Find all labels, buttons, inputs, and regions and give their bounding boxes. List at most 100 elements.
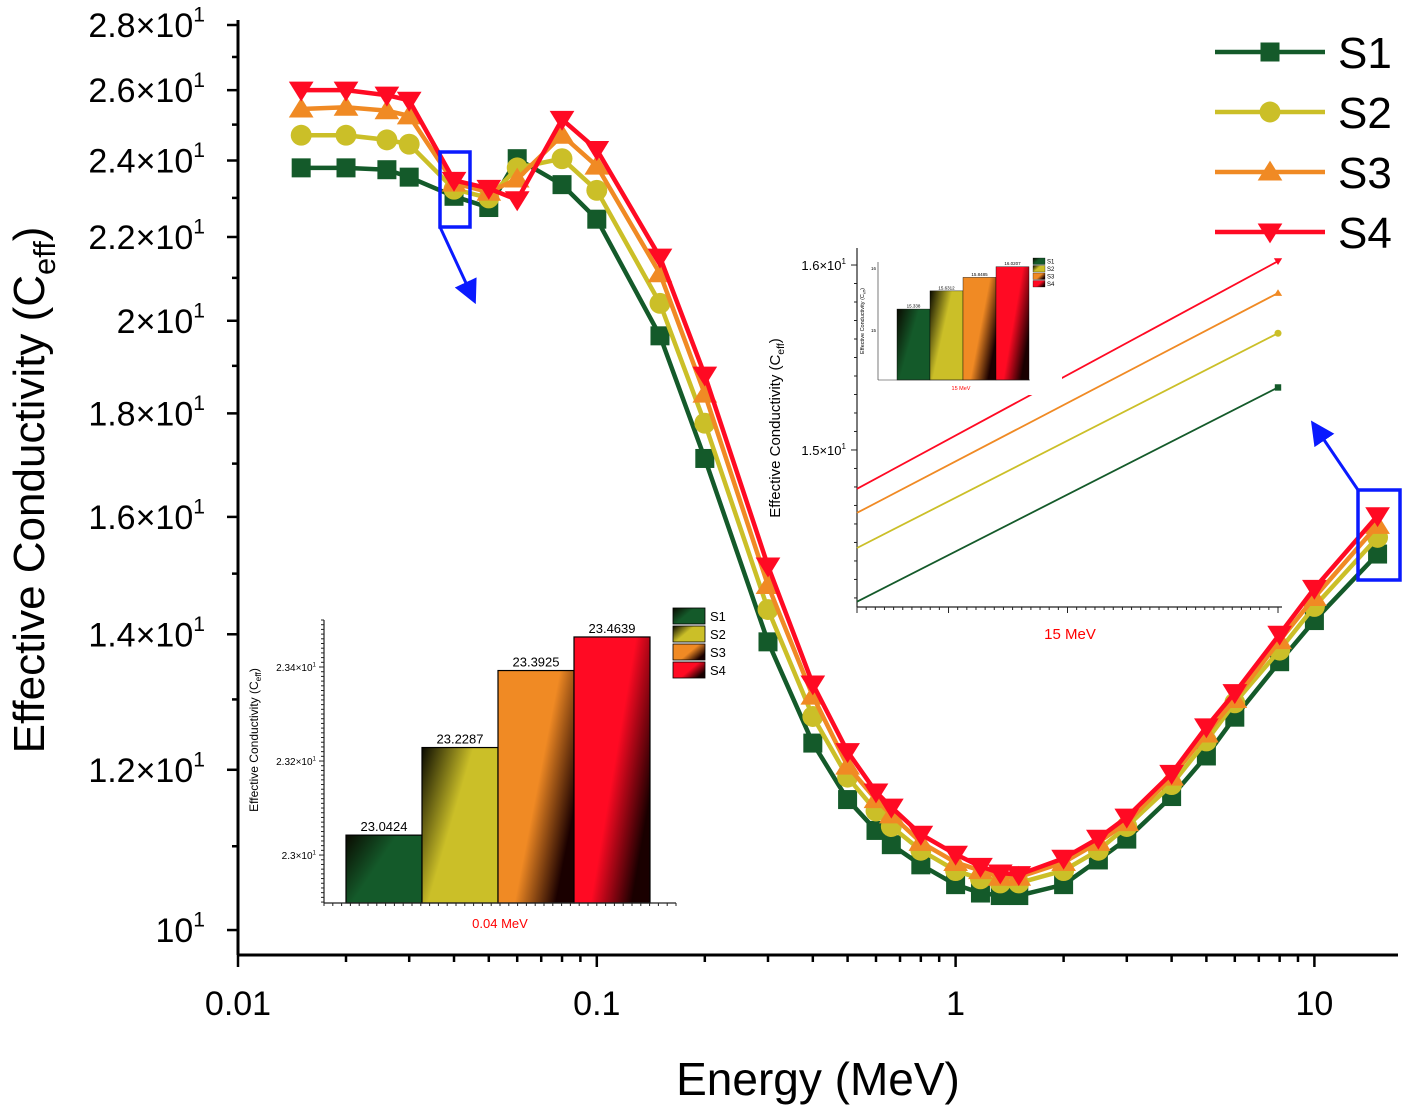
tick-mantissa: 2.3×10 [282,851,313,862]
data-point [584,154,610,175]
legend-label: S4 [1047,282,1055,288]
tick-mantissa: 1.4×10 [88,616,193,654]
ylabel-text: Effective Conductivity (C [767,355,784,518]
data-point [968,857,993,878]
data-point [374,86,400,107]
y-tick-label: 2.4×101 [88,139,205,180]
tick-mantissa: 2.8×10 [88,7,193,45]
data-point [476,179,502,200]
bar [497,669,575,904]
legend-item-S2: S2 [1032,265,1055,273]
y-tick-label: 1.2×101 [88,748,205,789]
data-point [835,754,860,775]
tick-mantissa: 2.4×10 [88,143,193,181]
legend-swatch [1032,265,1046,273]
data-point [587,209,607,229]
x-axis-label: 15 MeV [952,386,971,392]
bar [573,636,651,904]
legend-swatch [1032,280,1046,288]
bar [421,746,499,904]
data-point [755,557,781,578]
data-point [649,292,671,314]
legend-label: S2 [1338,89,1392,138]
legend-label: S1 [1338,29,1392,78]
bar-S3: 23.3925 [497,655,575,904]
ylabel-close: ) [767,338,784,343]
ylabel-subscript: eff [862,289,866,294]
data-point [333,81,359,102]
bar-S4: 16.0207 [995,261,1030,381]
y-tick-label: 101 [155,909,205,950]
bar [962,277,997,381]
data-point [1302,579,1327,600]
bar-value-label: 23.0424 [361,819,408,834]
y-tick-label: 2.3×101 [282,850,317,863]
data-point [881,835,901,855]
data-point [398,133,420,155]
ylabel-subscript: eff [253,672,263,682]
data-point [943,845,968,866]
data-point [803,733,823,753]
ylabel-text: Effective Conductivity (C [247,681,261,812]
y-axis-label: Effective Conductivity (Ceff) [247,668,263,812]
data-point [549,110,575,131]
tick-exponent: 1 [193,613,205,636]
ylabel-close: ) [247,668,261,672]
y-tick-label: 1.6×101 [801,257,846,273]
data-point [835,743,860,764]
legend-label: S3 [1338,149,1392,198]
legend-label: S4 [1338,209,1392,258]
data-point [288,97,314,118]
data-point [551,148,573,170]
x-tick-label: 10 [1295,985,1333,1023]
data-point [288,81,314,102]
bar [929,290,964,381]
data-point [878,798,904,819]
ylabel-subscript: eff [27,241,62,275]
tick-exponent: 1 [193,69,205,92]
tick-exponent: 1 [313,662,317,669]
tick-exponent: 1 [193,496,205,519]
x-axis-label: 15 MeV [1044,626,1096,643]
tick-mantissa: 2×10 [117,303,194,341]
legend-item-S1: S1 [1215,29,1392,78]
legend-label: S1 [710,609,726,624]
data-point [1274,329,1282,337]
tick-mantissa: 1.6×10 [88,499,193,537]
bar-S1: 15.338 [896,304,931,381]
y-tick-label: 1.6×101 [88,496,205,537]
y-axis-label: Effective Conductivity (Ceff) [767,338,787,518]
legend-marker [1257,223,1283,244]
data-point [863,783,889,804]
series-S1 [856,384,1282,603]
inset-bar-15mev: 15.338 15.6312 15.8485 16.0207 15 16 15 MeV Eff… [860,255,1062,395]
data-point [695,448,715,468]
legend-item-S4: S4 [672,661,726,679]
data-point [336,158,356,178]
data-point [647,248,673,269]
bar [995,266,1030,381]
legend-item-S2: S2 [1215,89,1392,138]
bar-value-label: 15.338 [907,304,921,309]
data-point [1222,684,1248,705]
data-point [694,412,716,434]
legend-item-S3: S3 [672,643,726,661]
y-tick-label: 1.4×101 [88,613,205,654]
data-point [1086,829,1111,850]
legend-label: S4 [710,663,726,678]
legend-marker [1257,160,1283,181]
data-point [552,175,572,195]
legend-label: S1 [1047,260,1055,266]
tick-exponent: 1 [193,139,205,162]
legend-marker [1259,101,1281,123]
data-point [800,675,826,696]
bar-value-label: 23.4639 [589,621,636,636]
highlight-box-0.04mev [438,150,472,229]
legend-marker [1260,42,1280,62]
legend-swatch [1032,257,1046,265]
series-line [856,292,1279,514]
tick-exponent: 1 [193,392,205,415]
bar-value-label: 16.0207 [1004,261,1021,266]
